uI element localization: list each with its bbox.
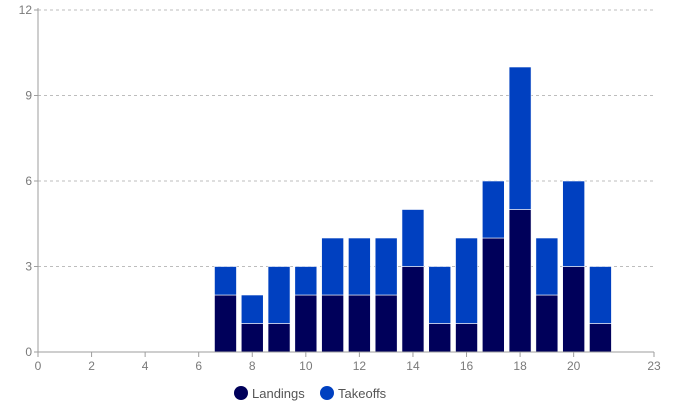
x-tick-label: 20 xyxy=(567,359,581,373)
legend-label-landings: Landings xyxy=(252,386,305,401)
bar-takeoffs-15 xyxy=(428,266,452,324)
y-tick-label: 6 xyxy=(25,174,32,188)
x-tick-label: 16 xyxy=(460,359,474,373)
bar-landings-15 xyxy=(428,323,452,353)
x-tick-label: 8 xyxy=(249,359,256,373)
bar-takeoffs-11 xyxy=(321,237,344,296)
bar-takeoffs-12 xyxy=(348,237,371,296)
legend-swatch-takeoffs xyxy=(320,386,334,400)
bar-takeoffs-17 xyxy=(482,180,505,239)
bar-landings-10 xyxy=(294,294,318,353)
legend: Landings Takeoffs xyxy=(234,386,387,401)
x-tick-label: 0 xyxy=(35,359,42,373)
bar-landings-18 xyxy=(508,209,532,353)
x-tick-labels: 0 2 4 6 8 10 12 14 16 18 20 23 xyxy=(35,352,661,373)
axes xyxy=(37,8,654,353)
x-tick-label: 4 xyxy=(142,359,149,373)
x-tick-label: 18 xyxy=(513,359,527,373)
gridlines xyxy=(38,9,654,267)
bar-takeoffs-16 xyxy=(455,237,478,324)
x-tick-label: 2 xyxy=(88,359,95,373)
x-tick-label: 6 xyxy=(195,359,202,373)
bar-landings-9 xyxy=(267,323,291,353)
legend-label-takeoffs: Takeoffs xyxy=(338,386,387,401)
x-tick-label: 23 xyxy=(647,359,661,373)
y-tick-label: 9 xyxy=(25,89,32,103)
bar-landings-13 xyxy=(374,294,398,353)
bar-takeoffs-18 xyxy=(508,66,532,210)
bar-takeoffs-8 xyxy=(240,294,264,324)
bar-landings-11 xyxy=(321,294,344,353)
x-tick-label: 12 xyxy=(353,359,367,373)
bar-landings-21 xyxy=(589,323,612,353)
bar-landings-19 xyxy=(535,294,559,353)
bar-takeoffs-21 xyxy=(589,266,612,324)
bar-takeoffs-10 xyxy=(294,266,318,296)
bar-takeoffs-13 xyxy=(374,237,398,296)
bar-landings-7 xyxy=(214,294,237,353)
y-tick-label: 0 xyxy=(25,345,32,359)
y-tick-labels: 0 3 6 9 12 xyxy=(19,3,38,359)
y-tick-label: 12 xyxy=(19,3,33,17)
bar-takeoffs-9 xyxy=(267,266,291,324)
x-tick-label: 14 xyxy=(406,359,420,373)
bar-landings-8 xyxy=(240,323,264,353)
bars xyxy=(214,66,612,353)
bar-takeoffs-7 xyxy=(214,266,237,296)
y-tick-label: 3 xyxy=(25,260,32,274)
bar-landings-12 xyxy=(348,294,371,353)
bar-landings-14 xyxy=(401,266,425,353)
bar-takeoffs-14 xyxy=(401,209,425,267)
bar-landings-17 xyxy=(482,237,505,353)
x-tick-label: 10 xyxy=(299,359,313,373)
bar-takeoffs-20 xyxy=(562,180,585,267)
legend-swatch-landings xyxy=(234,386,248,400)
bar-landings-16 xyxy=(455,323,478,353)
bar-takeoffs-19 xyxy=(535,237,559,296)
bar-landings-20 xyxy=(562,266,585,353)
